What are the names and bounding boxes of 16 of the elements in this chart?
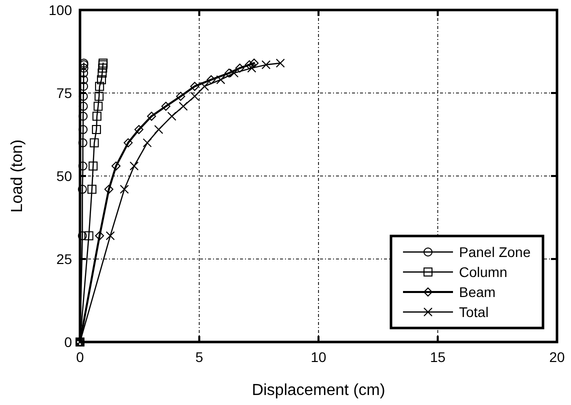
y-tick-label: 100 [48, 2, 72, 18]
x-tick-label: 15 [430, 349, 446, 365]
x-tick-label: 5 [195, 349, 204, 365]
legend-label: Total [459, 304, 489, 320]
x-axis-title: Displacement (cm) [252, 382, 386, 399]
y-axis-title: Load (ton) [9, 140, 26, 212]
x-tick-label: 0 [76, 349, 84, 365]
y-tick-label: 50 [56, 168, 72, 184]
x-tick-label: 10 [310, 349, 326, 365]
x-tick-label: 20 [549, 349, 565, 365]
legend-label: Panel Zone [459, 244, 531, 260]
legend-label: Column [459, 264, 508, 280]
y-tick-label: 25 [56, 251, 72, 267]
y-tick-label: 0 [64, 334, 72, 350]
y-tick-label: 75 [56, 85, 72, 101]
legend-label: Beam [459, 284, 496, 300]
